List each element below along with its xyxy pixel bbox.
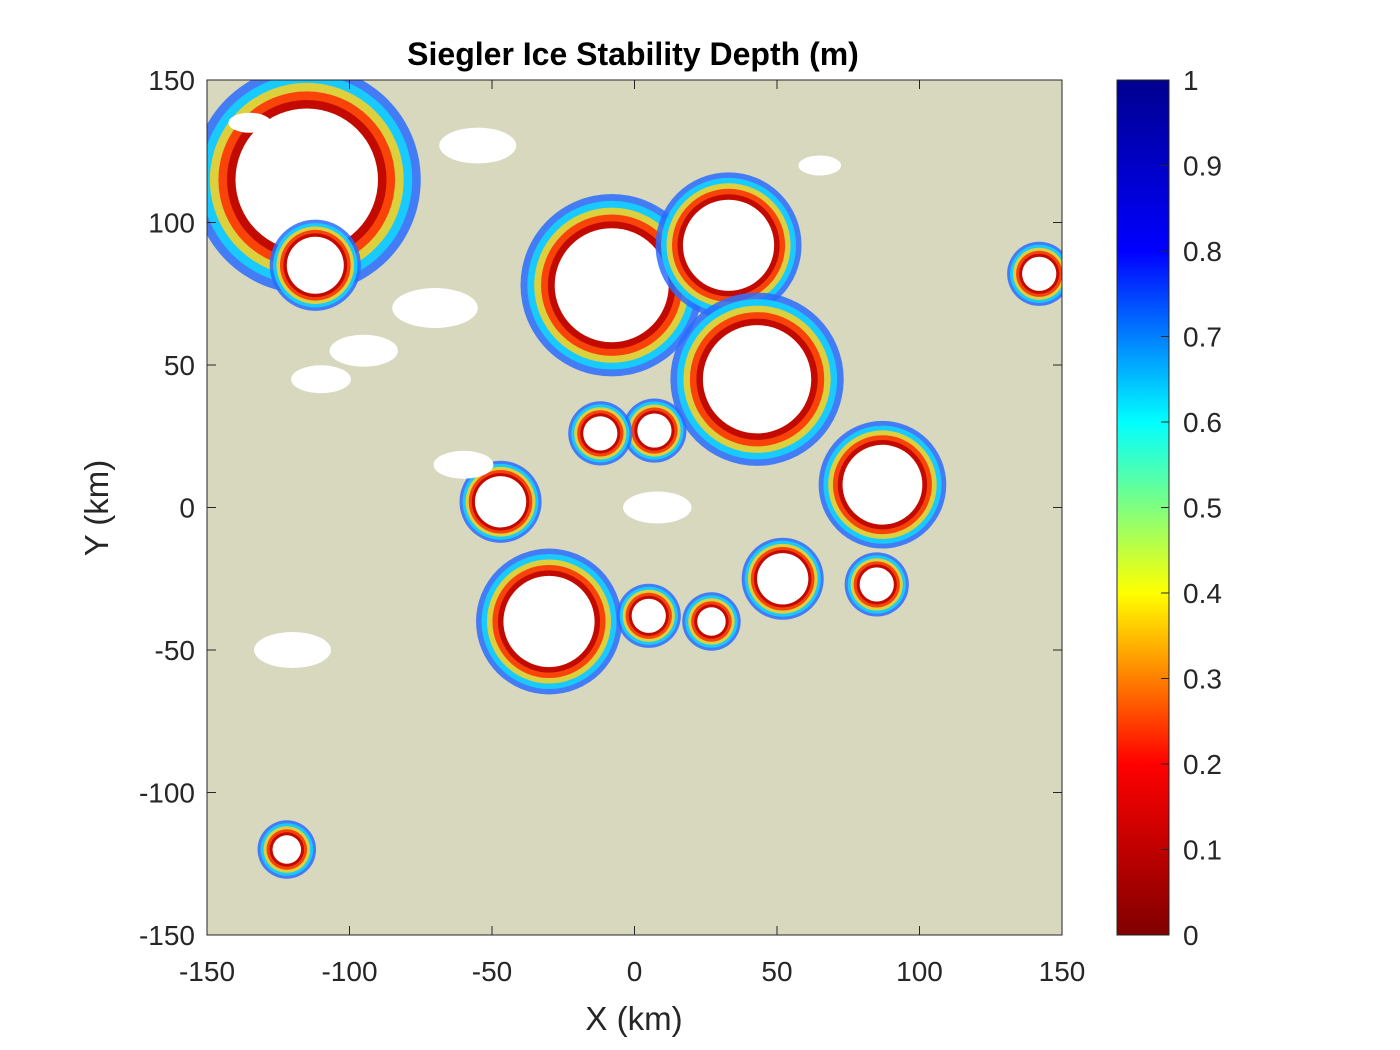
crater: [818, 420, 947, 549]
chart-title: Siegler Ice Stability Depth (m): [407, 36, 859, 72]
colorbar-tick-label: 0.6: [1183, 407, 1222, 438]
colorbar-tick-label: 1: [1183, 65, 1199, 96]
crater: [568, 401, 633, 466]
colorbar-ticks: 1 0.9 0.8 0.7 0.6 0.5 0.4 0.3 0.2 0.1 0: [1161, 65, 1222, 951]
y-tick-label: 100: [148, 208, 195, 239]
crater: [682, 592, 741, 651]
x-tick-label: 50: [761, 956, 792, 987]
colorbar-gradient: [1117, 80, 1169, 935]
y-tick-label: 150: [148, 65, 195, 96]
colorbar-tick-label: 0: [1183, 920, 1199, 951]
colorbar-tick-label: 0.1: [1183, 835, 1222, 866]
crater: [1007, 241, 1062, 306]
colorbar-tick-label: 0.4: [1183, 578, 1222, 609]
surface-ice-patch: [798, 155, 842, 176]
crater: [670, 292, 844, 466]
surface-ice-patch: [439, 127, 517, 164]
surface-ice-patch: [623, 491, 692, 524]
y-tick-label: 0: [179, 493, 195, 524]
crater: [520, 194, 703, 377]
surface-ice-patch: [254, 632, 331, 668]
surface-ice-patch: [291, 365, 351, 394]
surface-ice-patch: [329, 334, 398, 367]
surface-ice-layer: [228, 112, 842, 668]
y-axis: 150 100 50 0 -50 -100 -150: [139, 65, 1062, 951]
crater: [616, 583, 681, 648]
colorbar-tick-label: 0.9: [1183, 151, 1222, 182]
x-tick-label: 150: [1039, 956, 1086, 987]
colorbar-tick-label: 0.3: [1183, 664, 1222, 695]
crater: [459, 460, 542, 543]
x-tick-label: 100: [896, 956, 943, 987]
surface-ice-patch: [433, 450, 494, 479]
surface-ice-patch: [228, 112, 272, 133]
x-axis-label: X (km): [585, 1000, 682, 1037]
crater: [844, 552, 909, 617]
x-axis: -150 -100 -50 0 50 100 150: [179, 80, 1085, 987]
colorbar: 1 0.9 0.8 0.7 0.6 0.5 0.4 0.3 0.2 0.1 0: [1116, 65, 1222, 951]
y-tick-label: 50: [164, 350, 195, 381]
y-tick-label: -150: [139, 920, 195, 951]
x-tick-label: 0: [627, 956, 643, 987]
x-tick-label: -100: [321, 956, 377, 987]
x-tick-label: -50: [472, 956, 512, 987]
crater: [257, 820, 317, 879]
crater: [476, 548, 622, 695]
colorbar-tick-label: 0.2: [1183, 749, 1222, 780]
crater: [269, 219, 361, 311]
colorbar-tick-label: 0.7: [1183, 322, 1222, 353]
y-tick-label: -100: [139, 778, 195, 809]
colorbar-tick-label: 0.5: [1183, 493, 1222, 524]
crater: [655, 172, 802, 319]
x-tick-label: -150: [179, 956, 235, 987]
crater: [741, 537, 824, 620]
y-tick-label: -50: [155, 635, 195, 666]
crater: [622, 398, 687, 463]
colorbar-tick-label: 0.8: [1183, 236, 1222, 267]
surface-ice-patch: [392, 288, 478, 328]
plot-area: [207, 80, 1062, 935]
y-axis-label: Y (km): [78, 460, 115, 557]
